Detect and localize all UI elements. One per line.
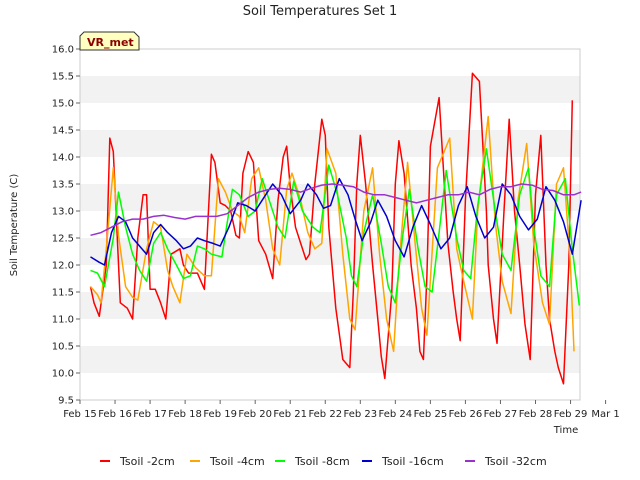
- x-tick-label: Feb 16: [98, 409, 132, 420]
- grid-band: [80, 292, 580, 319]
- y-tick-label: 16.0: [52, 45, 74, 56]
- y-tick-label: 9.5: [58, 396, 74, 407]
- legend-label: Tsoil -4cm: [209, 455, 265, 468]
- x-tick-label: Feb 17: [133, 409, 167, 420]
- x-axis-label: Time: [553, 425, 578, 436]
- x-tick-label: Feb 25: [414, 409, 448, 420]
- x-tick-label: Feb 20: [238, 409, 272, 420]
- grid-band: [80, 76, 580, 103]
- x-tick-label: Feb 19: [203, 409, 237, 420]
- series-line-tsoil-4cm: [89, 115, 575, 353]
- legend: Tsoil -2cm Tsoil -4cm Tsoil -8cm Tsoil -16c…: [100, 455, 547, 468]
- x-tick-label: Feb 18: [168, 409, 202, 420]
- x-tick-label: Feb 23: [344, 409, 378, 420]
- grid-band: [80, 346, 580, 373]
- series-lines: [89, 72, 582, 385]
- series-line-tsoil-2cm: [89, 72, 574, 385]
- x-tick-label: Feb 26: [449, 409, 483, 420]
- plot-area: [79, 48, 581, 401]
- y-tick-label: 14.0: [52, 153, 74, 164]
- y-axis: 9.5 10.0 10.5 11.0 11.5 12.0 12.5 13.0 13.5 14.0 1…: [52, 45, 80, 407]
- legend-label: Tsoil -2cm: [119, 455, 175, 468]
- x-tick-label: Feb 15: [63, 409, 97, 420]
- y-tick-label: 13.0: [52, 207, 74, 218]
- x-tick-label: Feb 24: [379, 409, 413, 420]
- legend-label: Tsoil -8cm: [294, 455, 350, 468]
- y-tick-label: 11.0: [52, 315, 74, 326]
- y-axis-label: Soil Temperature (C): [9, 174, 20, 277]
- x-axis: Feb 15 Feb 16 Feb 17 Feb 18 Feb 19 Feb 20 Feb …: [63, 400, 620, 420]
- y-tick-label: 12.5: [52, 234, 74, 245]
- badge-label: VR_met: [87, 36, 134, 49]
- x-tick-label: Feb 27: [484, 409, 518, 420]
- grid-band: [80, 130, 580, 157]
- x-tick-label: Mar 1: [591, 409, 619, 420]
- badge-shape: [79, 31, 140, 51]
- chart-title: Soil Temperatures Set 1: [243, 4, 398, 19]
- y-tick-label: 12.0: [52, 261, 74, 272]
- x-tick-label: Feb 22: [308, 409, 342, 420]
- grid-bands: [80, 76, 580, 373]
- series-line-tsoil-16cm: [90, 177, 582, 266]
- y-tick-label: 10.5: [52, 342, 74, 353]
- y-tick-label: 14.5: [52, 126, 74, 137]
- y-tick-label: 15.0: [52, 99, 74, 110]
- station-badge: VR_met: [79, 31, 140, 51]
- y-tick-label: 13.5: [52, 180, 74, 191]
- series-line-tsoil-8cm: [90, 148, 581, 306]
- x-tick-label: Feb 21: [273, 409, 307, 420]
- y-tick-label: 15.5: [52, 72, 74, 83]
- y-tick-label: 11.5: [52, 288, 74, 299]
- x-tick-label: Feb 28: [519, 409, 553, 420]
- legend-label: Tsoil -16cm: [381, 455, 444, 468]
- legend-label: Tsoil -32cm: [484, 455, 547, 468]
- y-tick-label: 10.0: [52, 369, 74, 380]
- series-line-tsoil-32cm: [90, 183, 582, 237]
- x-tick-label: Feb 29: [554, 409, 588, 420]
